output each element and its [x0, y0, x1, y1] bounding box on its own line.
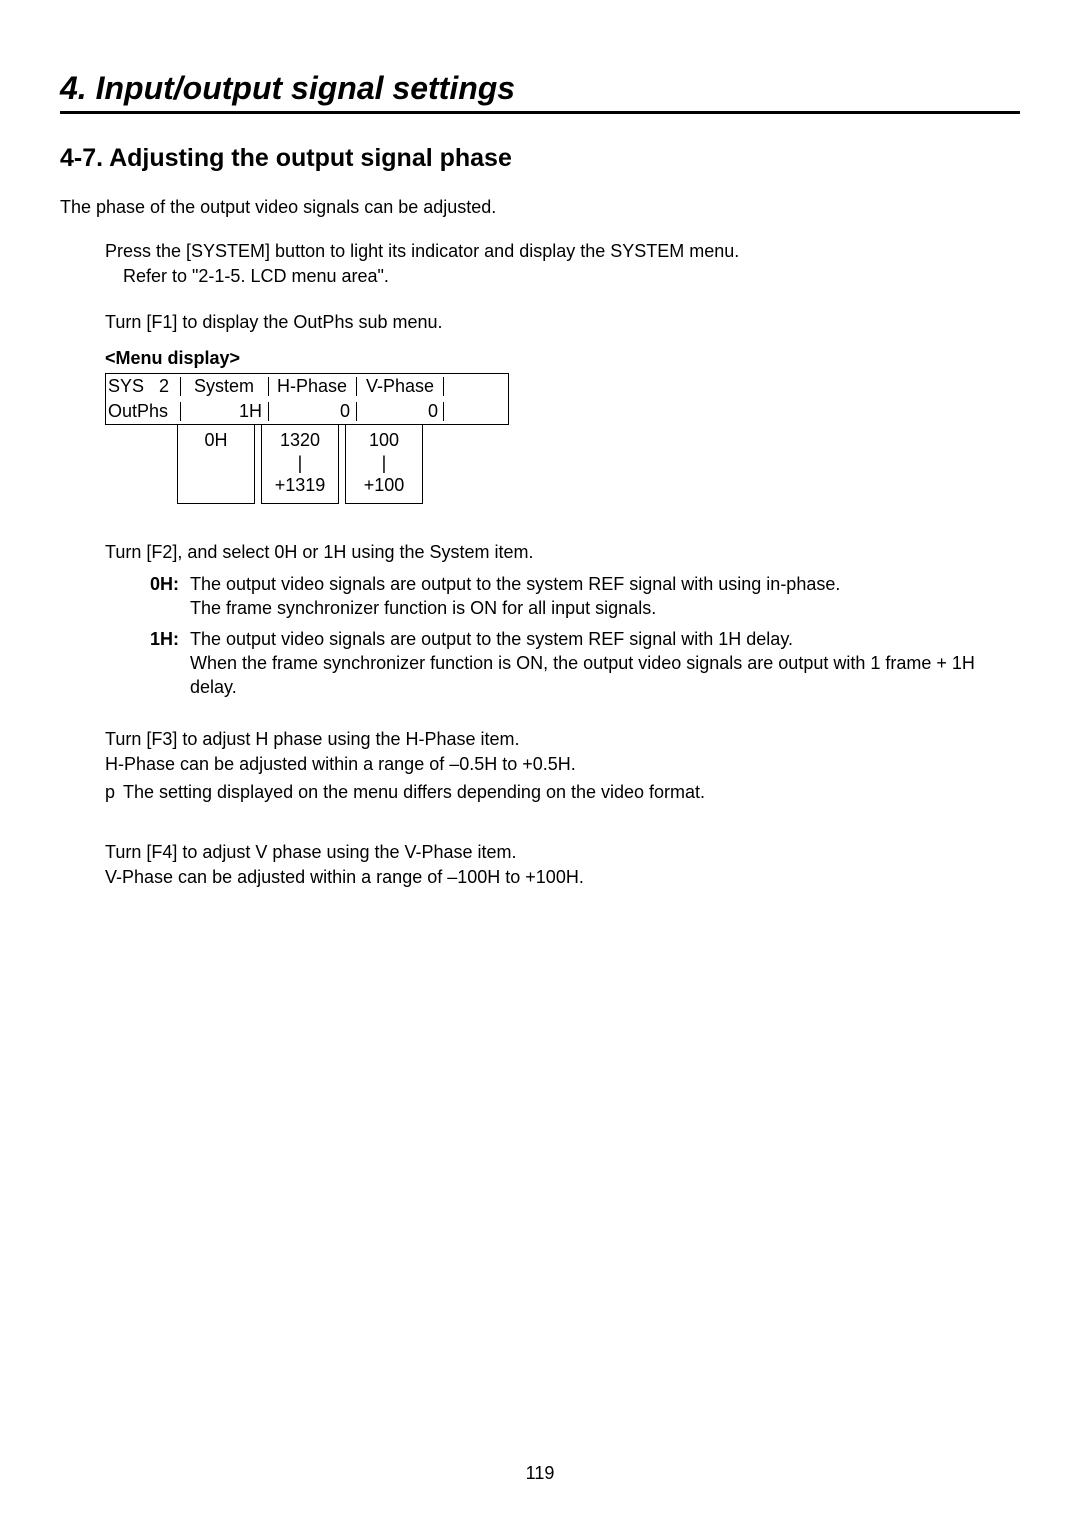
def-0h-term: 0H:	[150, 572, 190, 621]
step-4: Turn [F3] to adjust H phase using the H-…	[105, 727, 1020, 804]
value-vphase-top: 100	[346, 429, 422, 452]
value-vphase-mid: |	[346, 452, 422, 475]
def-0h: 0H: The output video signals are output …	[150, 572, 1020, 621]
value-hphase: 1320 | +1319	[261, 424, 339, 504]
def-0h-line1: The output video signals are output to t…	[190, 572, 1020, 596]
step4-line2: H-Phase can be adjusted within a range o…	[105, 752, 1020, 776]
menu-r2-c3: 0	[356, 399, 444, 425]
section-title: 4-7. Adjusting the output signal phase	[60, 144, 1020, 173]
def-1h-line1: The output video signals are output to t…	[190, 627, 1020, 651]
step3-line: Turn [F2], and select 0H or 1H using the…	[105, 540, 1020, 564]
menu-r2-pad	[444, 399, 509, 425]
step2-line: Turn [F1] to display the OutPhs sub menu…	[105, 310, 1020, 334]
value-system: 0H	[177, 424, 255, 504]
step-1: Press the [SYSTEM] button to light its i…	[105, 239, 1020, 288]
step5-line1: Turn [F4] to adjust V phase using the V-…	[105, 840, 1020, 864]
value-boxes-row: 0H 1320 | +1319 100 | +100	[177, 424, 1020, 504]
menu-r2-c1: 1H	[180, 399, 268, 425]
menu-r1-c1: System	[180, 374, 268, 400]
menu-display-label: <Menu display>	[105, 348, 1020, 369]
def-1h-term: 1H:	[150, 627, 190, 700]
def-1h: 1H: The output video signals are output …	[150, 627, 1020, 700]
step-5: Turn [F4] to adjust V phase using the V-…	[105, 840, 1020, 889]
def-1h-line2: When the frame synchronizer function is …	[190, 651, 1020, 700]
step4-bullet-text: The setting displayed on the menu differ…	[123, 780, 705, 804]
value-hphase-top: 1320	[262, 429, 338, 452]
value-hphase-mid: |	[262, 452, 338, 475]
step5-line2: V-Phase can be adjusted within a range o…	[105, 865, 1020, 889]
step-3: Turn [F2], and select 0H or 1H using the…	[105, 540, 1020, 700]
chapter-title: 4. Input/output signal settings	[60, 70, 1020, 107]
page-number: 119	[0, 1463, 1080, 1484]
step1-line1: Press the [SYSTEM] button to light its i…	[105, 239, 1020, 263]
step4-bullet: p The setting displayed on the menu diff…	[105, 780, 1020, 804]
value-vphase: 100 | +100	[345, 424, 423, 504]
step1-line2: Refer to "2-1-5. LCD menu area".	[123, 264, 1020, 288]
value-vphase-bot: +100	[346, 474, 422, 497]
menu-r1-label: SYS 2	[106, 374, 181, 400]
menu-r1-c3: V-Phase	[356, 374, 444, 400]
def-0h-line2: The frame synchronizer function is ON fo…	[190, 596, 1020, 620]
menu-r2-label: OutPhs	[106, 399, 181, 425]
step4-line1: Turn [F3] to adjust H phase using the H-…	[105, 727, 1020, 751]
value-hphase-bot: +1319	[262, 474, 338, 497]
step-2: Turn [F1] to display the OutPhs sub menu…	[105, 310, 1020, 504]
menu-display-table: SYS 2 System H-Phase V-Phase OutPhs 1H 0…	[105, 373, 509, 425]
intro-text: The phase of the output video signals ca…	[60, 195, 1020, 219]
menu-r1-pad	[444, 374, 509, 400]
bullet-icon: p	[105, 780, 123, 804]
chapter-rule	[60, 111, 1020, 114]
menu-r2-c2: 0	[268, 399, 356, 425]
menu-r1-c2: H-Phase	[268, 374, 356, 400]
